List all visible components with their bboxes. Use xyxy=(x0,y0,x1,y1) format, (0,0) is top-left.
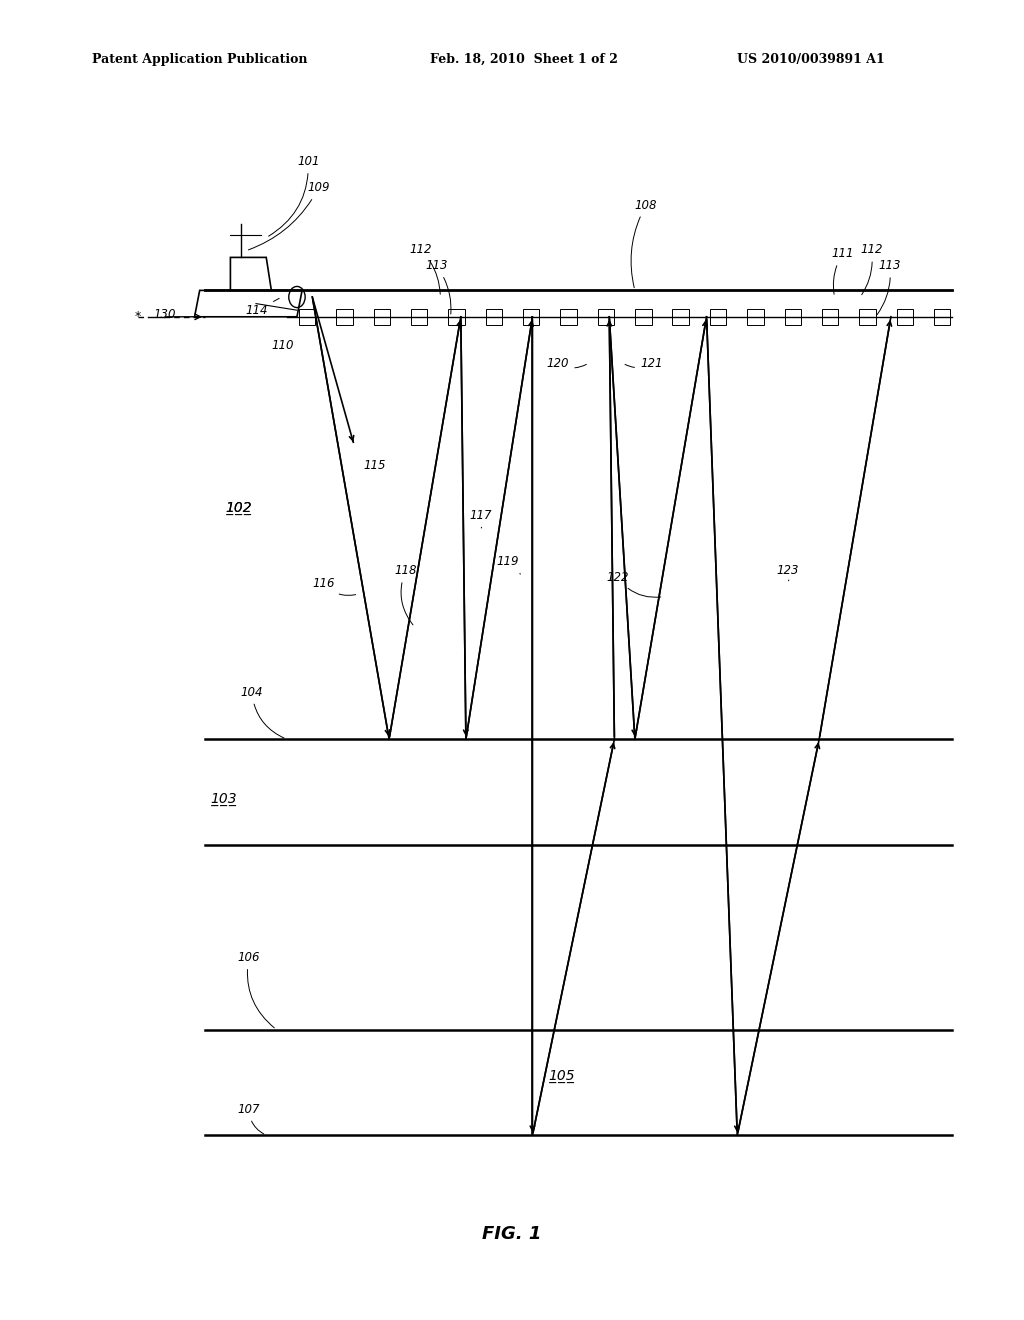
Bar xyxy=(673,309,689,325)
Text: 119: 119 xyxy=(497,554,520,574)
Text: *: * xyxy=(135,310,141,323)
Text: 110: 110 xyxy=(271,339,294,352)
Text: 1̲0̲5̲: 1̲0̲5̲ xyxy=(548,1069,574,1082)
Bar xyxy=(560,309,577,325)
Text: 109: 109 xyxy=(249,181,330,249)
Text: 113: 113 xyxy=(425,259,451,314)
Text: 113: 113 xyxy=(878,259,901,314)
Text: 115: 115 xyxy=(364,459,386,473)
Text: US 2010/0039891 A1: US 2010/0039891 A1 xyxy=(737,53,885,66)
Text: 120: 120 xyxy=(547,356,587,370)
Text: 108: 108 xyxy=(631,198,657,288)
Bar xyxy=(523,309,540,325)
Bar xyxy=(336,309,352,325)
Text: 130: 130 xyxy=(154,308,176,321)
Text: 121: 121 xyxy=(625,356,663,370)
Text: 111: 111 xyxy=(831,247,854,294)
Bar xyxy=(897,309,913,325)
Bar xyxy=(449,309,465,325)
Bar xyxy=(598,309,614,325)
Text: Feb. 18, 2010  Sheet 1 of 2: Feb. 18, 2010 Sheet 1 of 2 xyxy=(430,53,617,66)
Bar xyxy=(299,309,315,325)
Text: 1̲0̲2̲: 1̲0̲2̲ xyxy=(225,502,252,515)
Text: 104: 104 xyxy=(241,685,285,738)
Text: 122: 122 xyxy=(606,570,660,597)
Bar xyxy=(748,309,764,325)
Bar xyxy=(635,309,651,325)
Text: 107: 107 xyxy=(238,1102,264,1134)
Text: 116: 116 xyxy=(312,577,355,595)
Text: 114: 114 xyxy=(246,298,280,317)
Text: 112: 112 xyxy=(410,243,440,294)
Bar xyxy=(859,309,876,325)
Text: 1̲0̲3̲: 1̲0̲3̲ xyxy=(210,792,237,805)
Polygon shape xyxy=(230,257,271,290)
Bar xyxy=(784,309,801,325)
Polygon shape xyxy=(195,290,302,317)
Bar xyxy=(374,309,390,325)
Text: 118: 118 xyxy=(394,564,417,624)
Text: 117: 117 xyxy=(469,508,492,528)
Text: 101: 101 xyxy=(268,154,319,236)
Text: 123: 123 xyxy=(776,564,799,581)
Text: 106: 106 xyxy=(238,950,274,1028)
Bar xyxy=(822,309,839,325)
Bar xyxy=(934,309,950,325)
Text: FIG. 1: FIG. 1 xyxy=(482,1225,542,1243)
Text: Patent Application Publication: Patent Application Publication xyxy=(92,53,307,66)
Bar xyxy=(710,309,726,325)
Bar xyxy=(485,309,502,325)
Text: 102: 102 xyxy=(225,502,252,515)
Bar xyxy=(411,309,427,325)
Text: 112: 112 xyxy=(860,243,883,294)
